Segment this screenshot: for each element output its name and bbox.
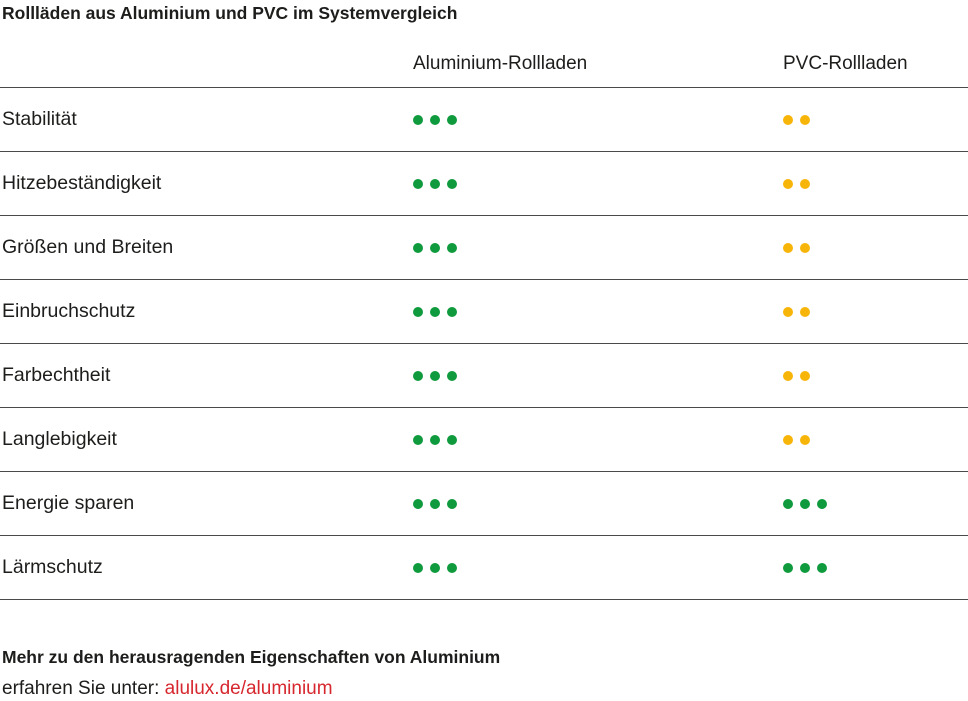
- table-row: Stabilität: [0, 88, 968, 152]
- rating-dot: [800, 562, 810, 573]
- rating-dot: [447, 306, 457, 317]
- rating-dot: [447, 498, 457, 509]
- rating-cell-aluminium: [413, 562, 783, 573]
- rating-dot: [783, 242, 793, 253]
- footer-text: erfahren Sie unter: alulux.de/aluminium: [2, 678, 968, 700]
- row-label: Größen und Breiten: [2, 236, 174, 258]
- table-row: Lärmschutz: [0, 536, 968, 600]
- table-row: Energie sparen: [0, 472, 968, 536]
- footer-link[interactable]: alulux.de/aluminium: [164, 678, 333, 699]
- rating-dot: [430, 370, 440, 381]
- rating-dot: [413, 114, 423, 125]
- rating-dot: [413, 434, 423, 445]
- rating-cell-pvc: [783, 178, 968, 189]
- table-row: Farbechtheit: [0, 344, 968, 408]
- table-row: Größen und Breiten: [0, 216, 968, 280]
- table-row: Langlebigkeit: [0, 408, 968, 472]
- rating-dot: [783, 306, 793, 317]
- rating-dot: [447, 178, 457, 189]
- rating-dot: [800, 114, 810, 125]
- rating-dot: [800, 370, 810, 381]
- rating-dot: [430, 562, 440, 573]
- rating-dot: [430, 114, 440, 125]
- footer: Mehr zu den herausragenden Eigenschaften…: [0, 600, 968, 700]
- table-body: Stabilität Hitzebeständigkeit Größen und B…: [0, 88, 968, 600]
- column-header-pvc: PVC-Rollladen: [783, 52, 908, 74]
- row-label: Farbechtheit: [2, 364, 111, 386]
- rating-dot: [413, 498, 423, 509]
- rating-cell-aluminium: [413, 434, 783, 445]
- row-label: Energie sparen: [2, 492, 135, 514]
- rating-dot: [783, 434, 793, 445]
- rating-cell-pvc: [783, 242, 968, 253]
- column-header-spacer: [0, 48, 413, 64]
- rating-dot: [447, 434, 457, 445]
- table-header-row: Aluminium-Rollladen PVC-Rollladen: [0, 24, 968, 88]
- rating-dot: [783, 498, 793, 509]
- rating-dot: [430, 498, 440, 509]
- rating-dot: [800, 306, 810, 317]
- rating-cell-aluminium: [413, 114, 783, 125]
- footer-prefix: erfahren Sie unter:: [2, 678, 165, 699]
- table-row: Einbruchschutz: [0, 280, 968, 344]
- rating-dot: [783, 114, 793, 125]
- rating-dot: [783, 178, 793, 189]
- rating-dot: [447, 242, 457, 253]
- footer-heading: Mehr zu den herausragenden Eigenschaften…: [2, 647, 501, 667]
- rating-dot: [413, 242, 423, 253]
- rating-dot: [430, 434, 440, 445]
- rating-dot: [800, 434, 810, 445]
- rating-dot: [430, 306, 440, 317]
- rating-cell-aluminium: [413, 178, 783, 189]
- row-label: Lärmschutz: [2, 556, 103, 578]
- rating-dot: [800, 242, 810, 253]
- rating-dot: [817, 562, 827, 573]
- page-title: Rollläden aus Aluminium und PVC im Syste…: [2, 3, 458, 23]
- comparison-table: Aluminium-Rollladen PVC-Rollladen Stabil…: [0, 24, 968, 600]
- rating-cell-pvc: [783, 370, 968, 381]
- table-row: Hitzebeständigkeit: [0, 152, 968, 216]
- rating-dot: [447, 370, 457, 381]
- rating-cell-aluminium: [413, 306, 783, 317]
- rating-cell-aluminium: [413, 498, 783, 509]
- row-label: Hitzebeständigkeit: [2, 172, 162, 194]
- rating-cell-pvc: [783, 498, 968, 509]
- rating-dot: [430, 242, 440, 253]
- rating-cell-aluminium: [413, 242, 783, 253]
- rating-dot: [447, 114, 457, 125]
- rating-dot: [800, 178, 810, 189]
- rating-dot: [783, 370, 793, 381]
- rating-dot: [783, 562, 793, 573]
- rating-dot: [413, 178, 423, 189]
- column-header-aluminium: Aluminium-Rollladen: [413, 52, 588, 74]
- row-label: Langlebigkeit: [2, 428, 117, 450]
- rating-dot: [430, 178, 440, 189]
- rating-cell-pvc: [783, 562, 968, 573]
- row-label: Einbruchschutz: [2, 300, 136, 322]
- rating-dot: [800, 498, 810, 509]
- rating-dot: [413, 306, 423, 317]
- rating-dot: [413, 562, 423, 573]
- rating-dot: [413, 370, 423, 381]
- rating-dot: [817, 498, 827, 509]
- rating-cell-pvc: [783, 306, 968, 317]
- row-label: Stabilität: [2, 108, 77, 130]
- rating-cell-pvc: [783, 434, 968, 445]
- rating-cell-pvc: [783, 114, 968, 125]
- rating-cell-aluminium: [413, 370, 783, 381]
- rating-dot: [447, 562, 457, 573]
